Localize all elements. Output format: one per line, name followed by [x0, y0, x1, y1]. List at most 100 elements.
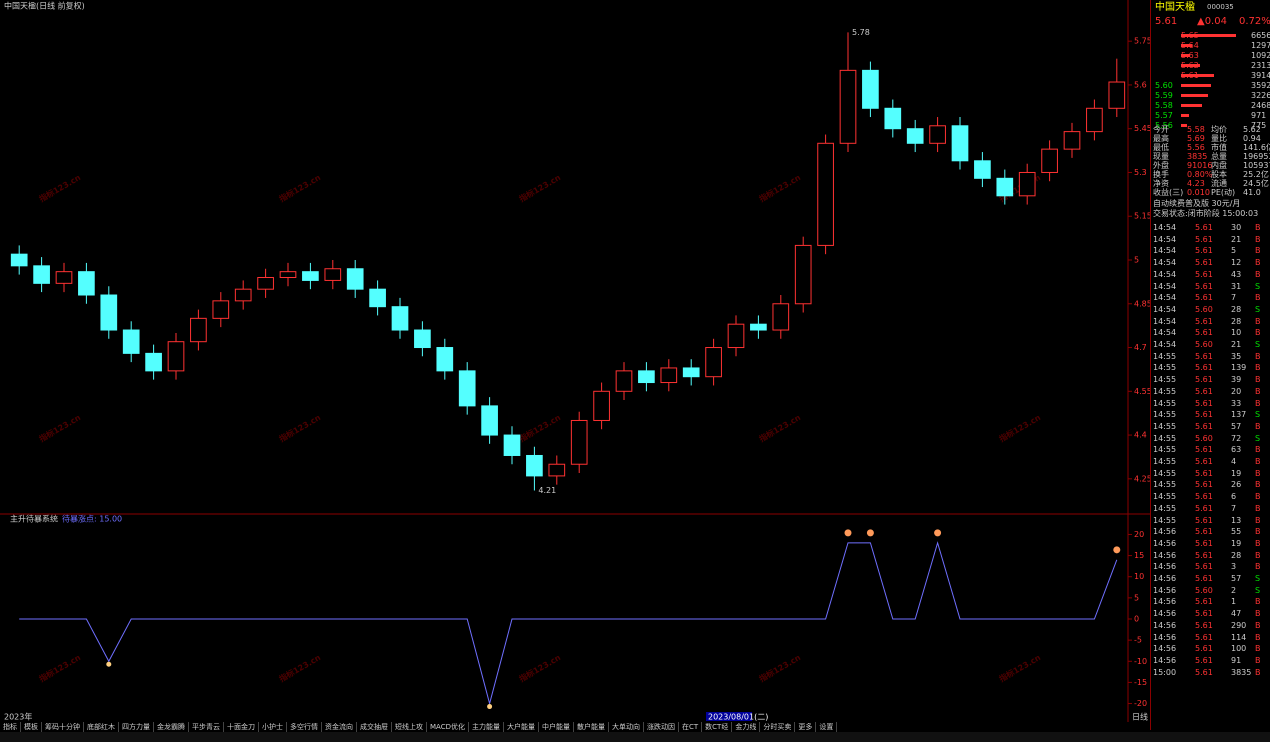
tick-row: 14:54 5.61 10 B [1151, 327, 1270, 338]
candle-body [862, 69, 879, 109]
tab[interactable]: 四方力量 [119, 722, 154, 732]
tick-row: 14:55 5.61 7 B [1151, 503, 1270, 514]
tick-row-cell: B [1255, 246, 1261, 256]
trade-state: 交易状态:闭市阶段 15:00:03 [1151, 208, 1270, 219]
tick-row-cell: 100 [1231, 644, 1247, 654]
tick-row-cell: 31 [1231, 281, 1242, 291]
tab[interactable]: 涨跌动因 [644, 722, 679, 732]
tick-row-cell: B [1255, 421, 1261, 431]
tick-row-cell: 5.61 [1195, 363, 1213, 373]
signal-icon [866, 529, 874, 537]
tab[interactable]: 主力能量 [469, 722, 504, 732]
tick-row-cell: 5.61 [1195, 421, 1213, 431]
stat-row-cell: PE(动) [1211, 188, 1236, 197]
tab[interactable]: 筹码十分钟 [42, 722, 84, 732]
tab[interactable]: 十面金刀 [224, 722, 259, 732]
candle-body [794, 244, 812, 305]
tab[interactable]: 在CT [679, 722, 703, 732]
tick-row: 14:54 5.60 28 S [1151, 304, 1270, 315]
tab[interactable]: 资金流向 [322, 722, 357, 732]
candle-body [212, 300, 230, 319]
tab[interactable]: 指标 [0, 722, 21, 732]
tick-row-cell: 47 [1231, 609, 1242, 619]
tick-row: 14:54 5.61 7 B [1151, 292, 1270, 303]
candle-body [436, 347, 454, 372]
tab[interactable]: 数CT经 [702, 722, 733, 732]
tick-row-cell: 5.61 [1195, 503, 1213, 513]
candle-body [839, 69, 857, 144]
watermark: 指标123.cn [37, 412, 82, 444]
tab[interactable]: 短线上攻 [392, 722, 427, 732]
tick-row-cell: 15:00 [1153, 667, 1177, 677]
y-tick-label: 20 [1134, 530, 1144, 539]
tab[interactable]: 大单动向 [609, 722, 644, 732]
tab[interactable]: 金力线 [732, 722, 761, 732]
tick-row-cell: 14:56 [1153, 644, 1177, 654]
chart-area: 中国天楹(日线 前复权) 主升待暴系统 待暴涨点: 15.00 2023年 20… [0, 0, 1150, 722]
y-tick-label: 15 [1134, 551, 1144, 560]
watermark: 指标123.cn [37, 652, 82, 684]
tick-row-cell: 14:54 [1153, 223, 1177, 232]
watermark: 指标123.cn [517, 412, 562, 444]
tick-row-cell: 14:56 [1153, 585, 1177, 595]
indicator-tabs: 指标 模板 筹码十分钟 底部红木 四方力量 金龙霸腾 平步青云 十面金刀 小护士 多空行情 资金流向… [0, 722, 1150, 732]
tick-row-cell: 14:56 [1153, 655, 1177, 665]
stat-row-cell: 4.23 [1187, 179, 1205, 188]
tick-row-cell: B [1255, 293, 1261, 303]
tick-row-cell: 20 [1231, 386, 1242, 396]
tab[interactable]: 成交抽屉 [357, 722, 392, 732]
candle-body [750, 323, 767, 331]
candle-body [78, 271, 95, 296]
candle-body [33, 265, 50, 284]
tick-row-cell: S [1255, 281, 1261, 291]
quote-price-row: 5.61 ▲0.04 0.72% [1151, 16, 1270, 27]
tab[interactable]: 设置 [816, 722, 838, 732]
depth-bar [1181, 64, 1201, 67]
tick-row: 14:54 5.60 21 S [1151, 339, 1270, 350]
stat-row: 收益(三) 0.010 PE(动) 41.0 [1151, 187, 1270, 198]
bid-row-cell: 5.60 [1155, 81, 1173, 90]
y-tick-label: -10 [1134, 657, 1147, 666]
tab[interactable]: 模板 [21, 722, 42, 732]
stat-row-cell: 5.62 [1243, 125, 1261, 134]
tick-row-cell: 72 [1231, 433, 1242, 443]
tick-row: 14:56 5.61 100 B [1151, 643, 1270, 654]
tab[interactable]: 大户能量 [504, 722, 539, 732]
tab[interactable]: 多空行情 [287, 722, 322, 732]
candle-body [55, 271, 73, 284]
tick-row-cell: 5.61 [1195, 457, 1213, 466]
tick-row-cell: 290 [1231, 620, 1247, 630]
candle-body [302, 271, 319, 281]
tab[interactable]: 平步青云 [189, 722, 224, 732]
tab[interactable]: 中户能量 [539, 722, 574, 732]
date-left: 2023年 [4, 712, 32, 722]
tab[interactable]: 小护士 [259, 722, 287, 732]
stat-row-cell: 0.94 [1243, 134, 1261, 143]
candle-body [638, 370, 655, 384]
tab[interactable]: 金龙霸腾 [154, 722, 189, 732]
stat-row-cell: 流通 [1211, 179, 1227, 188]
y-tick-label: 5.75 [1134, 37, 1150, 46]
tick-row: 14:56 5.61 28 B [1151, 550, 1270, 561]
watermark: 指标123.cn [517, 652, 562, 684]
tick-row-cell: B [1255, 386, 1261, 396]
tab[interactable]: 分时买卖 [760, 722, 796, 732]
stat-row-cell: 总量 [1211, 152, 1227, 161]
y-tick-label: 5 [1134, 593, 1139, 602]
ask-row: 5.631092 [1151, 50, 1270, 61]
watermark: 指标123.cn [37, 172, 82, 204]
tab[interactable]: 底部红木 [84, 722, 119, 732]
tab[interactable]: 更多 [795, 722, 817, 732]
signal-icon [106, 661, 112, 667]
y-tick-label: 5.15 [1134, 212, 1150, 221]
tab[interactable]: MACD优化 [427, 722, 469, 732]
tab[interactable]: 散户能量 [574, 722, 609, 732]
tick-row-cell: 5.61 [1195, 410, 1213, 420]
bid-row-cell: 971 [1251, 111, 1267, 120]
tick-row-cell: 114 [1231, 632, 1247, 642]
tick-row: 14:54 5.61 30 B [1151, 222, 1270, 233]
tick-row: 14:55 5.61 63 B [1151, 444, 1270, 455]
candle-body [10, 253, 28, 267]
tick-row-cell: 14:55 [1153, 503, 1177, 513]
